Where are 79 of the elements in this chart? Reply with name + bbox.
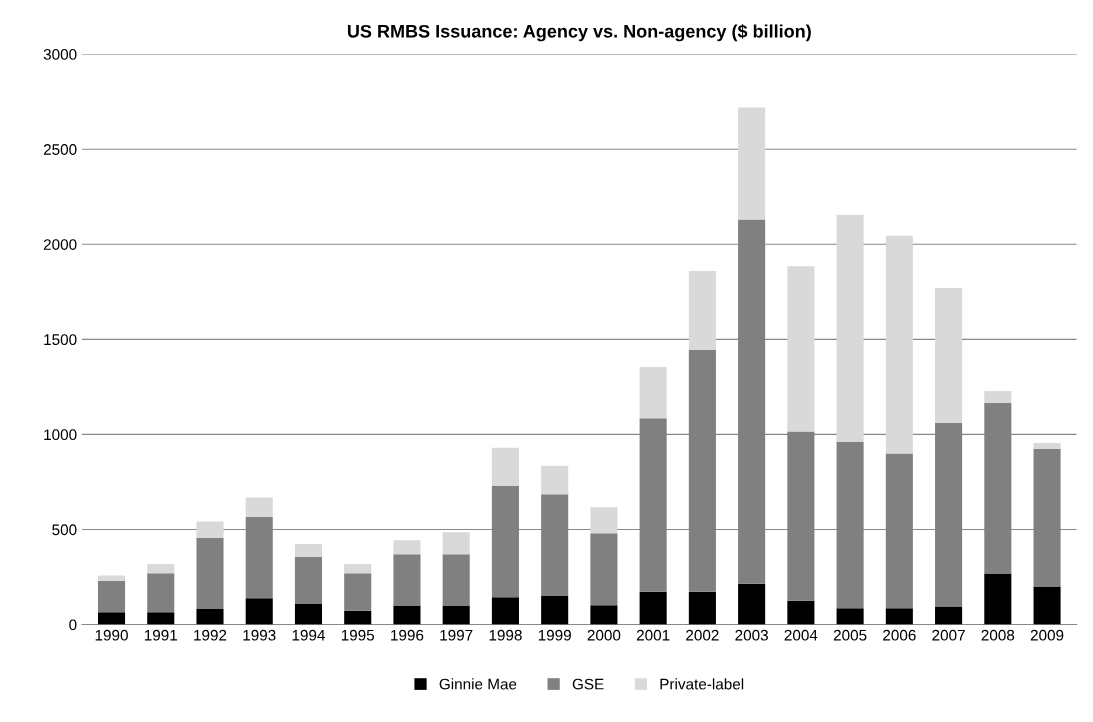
bar bbox=[344, 573, 372, 611]
bar bbox=[491, 597, 519, 625]
bar bbox=[541, 596, 569, 625]
x-tick-label: 1994 bbox=[292, 629, 326, 641]
bar bbox=[196, 538, 224, 609]
bar bbox=[294, 544, 323, 558]
bar bbox=[294, 557, 323, 604]
bar bbox=[836, 608, 864, 625]
bar bbox=[245, 497, 273, 518]
bar bbox=[97, 612, 126, 625]
x-tick-label: 2004 bbox=[784, 629, 818, 641]
bar bbox=[738, 583, 766, 625]
bar bbox=[688, 591, 716, 625]
bar bbox=[639, 591, 667, 625]
x-tick-label: 1996 bbox=[391, 629, 424, 641]
bar bbox=[97, 575, 126, 581]
bar bbox=[294, 604, 323, 625]
bar bbox=[442, 605, 470, 625]
x-tick-label: 2002 bbox=[686, 629, 719, 641]
chart-title: US RMBS Issuance: Agency vs. Non-agency ($ billion) bbox=[347, 24, 811, 42]
bar bbox=[196, 521, 224, 539]
x-tick-label: 2005 bbox=[833, 629, 867, 641]
bar bbox=[344, 610, 372, 625]
x-tick-label: 2001 bbox=[636, 629, 670, 641]
bar bbox=[836, 214, 864, 443]
x-tick-label: 1998 bbox=[489, 629, 522, 641]
y-tick-label: 3000 bbox=[43, 49, 77, 60]
y-tick-label: 500 bbox=[52, 524, 77, 536]
bar bbox=[541, 465, 569, 495]
x-tick-label: 1990 bbox=[95, 629, 128, 641]
x-tick-label: 2009 bbox=[1030, 629, 1064, 641]
x-tick-label: 2000 bbox=[587, 629, 621, 641]
x-tick-label: 2008 bbox=[981, 629, 1015, 641]
bar bbox=[97, 580, 126, 613]
bar bbox=[245, 598, 273, 625]
bar bbox=[787, 266, 815, 432]
bar bbox=[344, 564, 372, 574]
bar bbox=[738, 107, 766, 220]
y-tick-label: 2000 bbox=[43, 239, 77, 250]
x-tick-label: 1993 bbox=[243, 629, 276, 641]
bar bbox=[393, 605, 421, 625]
x-tick-label: 2006 bbox=[883, 629, 916, 641]
bar bbox=[147, 564, 175, 574]
bar bbox=[1033, 586, 1061, 625]
bar bbox=[984, 391, 1012, 404]
bar bbox=[393, 554, 421, 606]
bar bbox=[935, 606, 963, 625]
bar bbox=[935, 288, 963, 423]
bar bbox=[590, 605, 618, 625]
bar bbox=[442, 532, 470, 555]
legend-label: Ginnie Mae bbox=[439, 678, 517, 690]
bar bbox=[885, 235, 913, 454]
legend-label: Private-label bbox=[660, 678, 744, 690]
bar bbox=[787, 600, 815, 625]
bar bbox=[984, 573, 1012, 625]
x-tick-label: 2007 bbox=[932, 629, 965, 641]
y-tick-label: 1000 bbox=[44, 429, 77, 441]
y-tick-label: 2500 bbox=[43, 144, 77, 155]
x-tick-label: 1995 bbox=[341, 629, 375, 641]
bar bbox=[147, 612, 175, 625]
x-tick-label: 2003 bbox=[735, 629, 768, 641]
y-tick-label: 1500 bbox=[44, 334, 77, 346]
bar bbox=[196, 608, 224, 625]
bar bbox=[147, 573, 175, 613]
bar bbox=[393, 540, 421, 555]
x-tick-label: 1997 bbox=[440, 629, 473, 641]
bar bbox=[688, 270, 716, 350]
bar bbox=[491, 447, 519, 486]
bar bbox=[442, 554, 470, 606]
bar bbox=[639, 366, 667, 419]
bar bbox=[590, 507, 618, 534]
x-tick-label: 1992 bbox=[194, 629, 227, 641]
bar bbox=[885, 608, 913, 625]
y-tick-label: 0 bbox=[69, 619, 77, 631]
bar bbox=[590, 533, 618, 606]
bar bbox=[1033, 442, 1061, 449]
x-tick-label: 1991 bbox=[144, 629, 178, 641]
x-tick-label: 1999 bbox=[538, 629, 571, 641]
legend-label: GSE bbox=[572, 678, 604, 690]
